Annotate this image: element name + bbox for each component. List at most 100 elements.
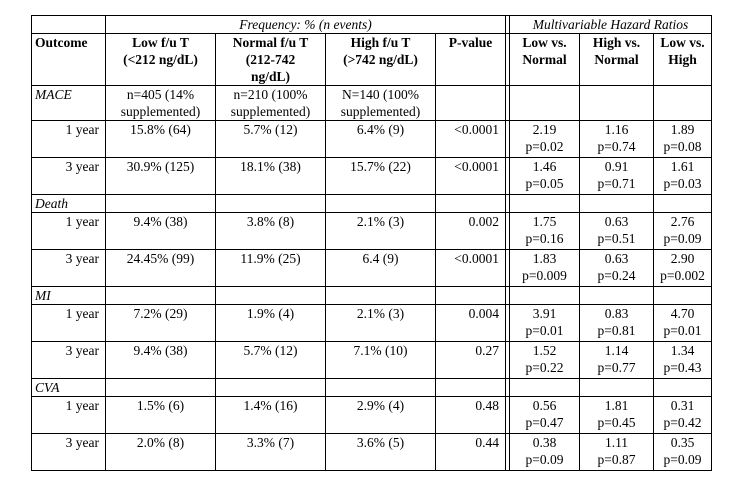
group-size-normal-line2: supplemented) <box>230 104 311 119</box>
blank-cell <box>579 286 654 305</box>
hr-value: 1.89 <box>670 122 695 137</box>
normal-t-header: Normal f/u T (212-742 ng/dL) <box>215 33 326 86</box>
blank-cell <box>653 85 712 121</box>
hr-value: 1.11 <box>604 435 629 450</box>
cell-high: 2.1% (3) <box>325 304 436 342</box>
hr-p: p=0.77 <box>597 360 636 375</box>
hr-p: p=0.01 <box>663 323 702 338</box>
hr-p: p=0.71 <box>597 176 636 191</box>
hr-value: 0.83 <box>604 306 629 321</box>
cell-pvalue: <0.0001 <box>435 249 506 287</box>
cell-normal: 11.9% (25) <box>215 249 326 287</box>
blank-cell <box>325 194 436 213</box>
cell-hr-high-normal: 0.63 p=0.24 <box>579 249 654 287</box>
cell-normal: 5.7% (12) <box>215 341 326 379</box>
blank-cell <box>435 194 506 213</box>
hr-p: p=0.81 <box>597 323 636 338</box>
blank-cell <box>215 286 326 305</box>
hr-p: p=0.03 <box>663 176 702 191</box>
hr-p: p=0.42 <box>663 415 702 430</box>
table-row: 1 year 1.5% (6) 1.4% (16) 2.9% (4) 0.48 … <box>31 396 712 434</box>
cell-hr-high-normal: 0.63 p=0.51 <box>579 212 654 250</box>
section-row-mi: MI <box>31 286 712 305</box>
table-row: 1 year 7.2% (29) 1.9% (4) 2.1% (3) 0.004… <box>31 304 712 342</box>
cell-pvalue: 0.004 <box>435 304 506 342</box>
hr-value: 2.19 <box>532 122 557 137</box>
normal-t-header-line3: ng/dL) <box>250 69 291 84</box>
cell-low: 24.45% (99) <box>105 249 216 287</box>
blank-cell <box>325 286 436 305</box>
blank-cell <box>653 286 712 305</box>
cell-hr-low-high: 2.90 p=0.002 <box>653 249 712 287</box>
cell-hr-low-normal: 1.52 p=0.22 <box>509 341 580 379</box>
frequency-title: Frequency: % (n events) <box>105 15 506 34</box>
hr-p: p=0.47 <box>525 415 564 430</box>
low-vs-high-line1: Low vs. <box>660 35 705 50</box>
hr-p: p=0.08 <box>663 139 702 154</box>
blank-cell <box>105 378 216 397</box>
row-label: 3 year <box>31 249 106 287</box>
group-size-high-line2: supplemented) <box>340 104 421 119</box>
blank-cell <box>579 85 654 121</box>
hr-value: 0.63 <box>604 251 629 266</box>
hr-value: 0.38 <box>532 435 557 450</box>
cell-high: 15.7% (22) <box>325 157 436 195</box>
hr-value: 0.31 <box>670 398 695 413</box>
cell-hr-low-normal: 1.46 p=0.05 <box>509 157 580 195</box>
hr-p: p=0.87 <box>597 452 636 467</box>
cell-low: 9.4% (38) <box>105 212 216 250</box>
hr-value: 1.16 <box>604 122 629 137</box>
blank-cell <box>509 85 580 121</box>
section-row-mace: MACE n=405 (14% supplemented) n=210 (100… <box>31 85 712 121</box>
hr-value: 0.56 <box>532 398 557 413</box>
cell-normal: 3.3% (7) <box>215 433 326 471</box>
blank-cell <box>325 378 436 397</box>
group-size-low-line1: n=405 (14% <box>126 87 195 102</box>
cell-hr-low-normal: 3.91 p=0.01 <box>509 304 580 342</box>
row-label: 1 year <box>31 120 106 158</box>
section-label: CVA <box>31 378 106 397</box>
pvalue-header: P-value <box>435 33 506 86</box>
cell-hr-high-normal: 0.91 p=0.71 <box>579 157 654 195</box>
normal-t-header-line1: Normal f/u T <box>232 35 309 50</box>
blank-cell <box>653 194 712 213</box>
hr-value: 1.14 <box>604 343 629 358</box>
blank-cell <box>509 286 580 305</box>
hr-value: 2.76 <box>670 214 695 229</box>
group-size-low-line2: supplemented) <box>120 104 201 119</box>
low-vs-high-header: Low vs. High <box>653 33 712 86</box>
row-label: 1 year <box>31 396 106 434</box>
hr-p: p=0.009 <box>522 268 567 283</box>
hr-p: p=0.43 <box>663 360 702 375</box>
low-t-header: Low f/u T (<212 ng/dL) <box>105 33 216 86</box>
row-label: 1 year <box>31 304 106 342</box>
blank-cell <box>105 286 216 305</box>
hr-value: 0.91 <box>604 159 629 174</box>
cell-high: 2.9% (4) <box>325 396 436 434</box>
cell-pvalue: 0.002 <box>435 212 506 250</box>
hr-p: p=0.16 <box>525 231 564 246</box>
blank-cell <box>215 378 326 397</box>
cell-hr-low-normal: 0.38 p=0.09 <box>509 433 580 471</box>
hr-p: p=0.09 <box>663 452 702 467</box>
high-vs-normal-line1: High vs. <box>592 35 641 50</box>
cell-high: 6.4% (9) <box>325 120 436 158</box>
hr-value: 1.75 <box>532 214 557 229</box>
blank-cell <box>509 194 580 213</box>
cell-hr-high-normal: 1.14 p=0.77 <box>579 341 654 379</box>
hr-p: p=0.05 <box>525 176 564 191</box>
hr-value: 1.61 <box>670 159 695 174</box>
cell-hr-low-high: 1.34 p=0.43 <box>653 341 712 379</box>
cell-hr-low-high: 1.61 p=0.03 <box>653 157 712 195</box>
cell-high: 3.6% (5) <box>325 433 436 471</box>
low-vs-normal-line1: Low vs. <box>522 35 567 50</box>
row-label: 1 year <box>31 212 106 250</box>
row-label: 3 year <box>31 433 106 471</box>
cell-hr-low-normal: 1.75 p=0.16 <box>509 212 580 250</box>
low-vs-normal-line2: Normal <box>522 52 567 67</box>
section-row-cva: CVA <box>31 378 712 397</box>
cell-low: 30.9% (125) <box>105 157 216 195</box>
cell-normal: 1.9% (4) <box>215 304 326 342</box>
cell-high: 6.4 (9) <box>325 249 436 287</box>
cell-low: 7.2% (29) <box>105 304 216 342</box>
